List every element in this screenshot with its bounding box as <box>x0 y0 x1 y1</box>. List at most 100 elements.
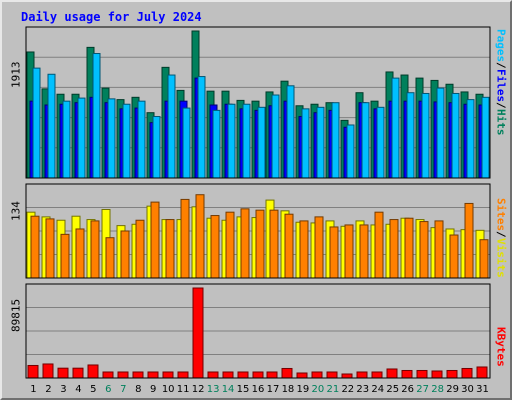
bar-pages-day-1 <box>32 67 41 179</box>
bar-sites-day-29 <box>449 234 459 279</box>
x-tick-label: 17 <box>267 384 280 395</box>
bar-pages-day-26 <box>406 92 415 179</box>
x-tick-label: 1 <box>30 384 36 395</box>
legend-entry: / <box>494 62 508 69</box>
bar-sites-day-16 <box>255 209 265 279</box>
bar-pages-day-18 <box>286 85 295 179</box>
bar-pages-day-9 <box>152 116 161 179</box>
x-tick-label: 27 <box>416 384 429 395</box>
bar-kbytes-day-10 <box>162 371 174 379</box>
x-tick-label: 20 <box>312 384 325 395</box>
x-tick-label: 7 <box>120 384 126 395</box>
bar-kbytes-day-6 <box>102 371 114 379</box>
x-tick-label: 29 <box>446 384 459 395</box>
bar-sites-day-26 <box>404 217 414 279</box>
bar-sites-day-23 <box>359 224 369 279</box>
x-tick-label: 19 <box>297 384 310 395</box>
bar-pages-day-2 <box>47 73 56 179</box>
x-tick-label: 21 <box>326 384 339 395</box>
bar-kbytes-day-3 <box>57 367 69 379</box>
bar-sites-day-9 <box>150 201 160 279</box>
bar-pages-day-29 <box>451 92 460 179</box>
x-tick-label: 6 <box>105 384 111 395</box>
bar-kbytes-day-23 <box>356 371 368 379</box>
x-tick-label: 10 <box>162 384 175 395</box>
bar-sites-day-7 <box>120 230 130 279</box>
bar-kbytes-day-25 <box>386 368 398 379</box>
bar-kbytes-day-14 <box>222 371 234 379</box>
bar-pages-day-3 <box>62 100 71 179</box>
bar-sites-day-28 <box>434 220 444 279</box>
bar-kbytes-day-4 <box>72 367 84 379</box>
bar-pages-day-8 <box>137 100 146 179</box>
bar-kbytes-day-12 <box>192 287 204 379</box>
bar-sites-day-5 <box>90 220 100 279</box>
panel-pages-files-hits <box>25 26 491 179</box>
bar-pages-day-17 <box>271 94 280 179</box>
bar-sites-day-4 <box>75 228 85 279</box>
bar-kbytes-day-11 <box>177 371 189 379</box>
bar-sites-day-12 <box>195 194 205 279</box>
panel-border <box>25 26 491 179</box>
bar-sites-day-1 <box>30 215 40 279</box>
panel-visits-sites <box>25 183 491 279</box>
x-tick-label: 30 <box>461 384 474 395</box>
bar-pages-day-23 <box>361 102 370 179</box>
x-tick-label: 13 <box>207 384 220 395</box>
bar-sites-day-2 <box>45 218 55 279</box>
bar-pages-day-7 <box>122 103 131 179</box>
bar-kbytes-day-27 <box>416 369 428 379</box>
bar-kbytes-day-20 <box>311 371 323 379</box>
bar-pages-day-14 <box>227 103 236 179</box>
bar-sites-day-22 <box>344 224 354 279</box>
bar-kbytes-day-5 <box>87 364 99 379</box>
bar-kbytes-day-26 <box>401 369 413 379</box>
bar-sites-day-6 <box>105 237 115 279</box>
bar-sites-day-24 <box>374 211 384 279</box>
legend-entry: Sites <box>494 198 508 232</box>
x-tick-label: 18 <box>282 384 295 395</box>
bar-kbytes-day-24 <box>371 371 383 379</box>
bar-sites-day-20 <box>314 216 324 279</box>
bar-kbytes-day-1 <box>27 364 39 379</box>
bar-sites-day-21 <box>329 226 339 279</box>
x-tick-label: 25 <box>386 384 399 395</box>
bar-sites-day-31 <box>479 239 489 279</box>
bar-pages-day-25 <box>391 77 400 179</box>
bar-pages-day-20 <box>316 106 325 179</box>
x-tick-label: 12 <box>192 384 205 395</box>
x-tick-label: 24 <box>371 384 384 395</box>
x-tick-label: 26 <box>401 384 414 395</box>
bar-sites-day-19 <box>299 220 309 279</box>
bar-kbytes-day-22 <box>341 373 353 379</box>
bar-pages-day-27 <box>421 92 430 179</box>
bar-kbytes-day-9 <box>147 371 159 379</box>
bar-sites-day-15 <box>240 208 250 279</box>
panel-kbytes <box>25 283 491 379</box>
bar-kbytes-day-16 <box>252 371 264 379</box>
bar-pages-day-15 <box>242 103 251 179</box>
bar-sites-day-11 <box>180 198 190 279</box>
x-tick-label: 31 <box>476 384 489 395</box>
legend-entry: / <box>494 101 508 109</box>
bar-pages-day-12 <box>197 76 206 179</box>
bar-pages-day-4 <box>77 97 86 179</box>
bar-kbytes-day-31 <box>476 366 488 379</box>
x-tick-label: 4 <box>75 384 81 395</box>
legend-kbytes: KBytes <box>493 327 509 377</box>
panel-border <box>25 183 491 279</box>
bar-kbytes-day-13 <box>207 371 219 379</box>
bar-sites-day-17 <box>269 209 279 279</box>
legend-entry: Visits <box>494 237 508 278</box>
bar-kbytes-day-7 <box>117 371 129 379</box>
x-tick-label: 5 <box>90 384 96 395</box>
bar-kbytes-day-15 <box>237 371 249 379</box>
x-tick-label: 15 <box>237 384 250 395</box>
x-tick-label: 16 <box>252 384 265 395</box>
bar-pages-day-31 <box>481 96 490 179</box>
bar-sites-day-8 <box>135 219 145 279</box>
x-tick-label: 22 <box>341 384 354 395</box>
bar-kbytes-day-17 <box>266 371 278 379</box>
